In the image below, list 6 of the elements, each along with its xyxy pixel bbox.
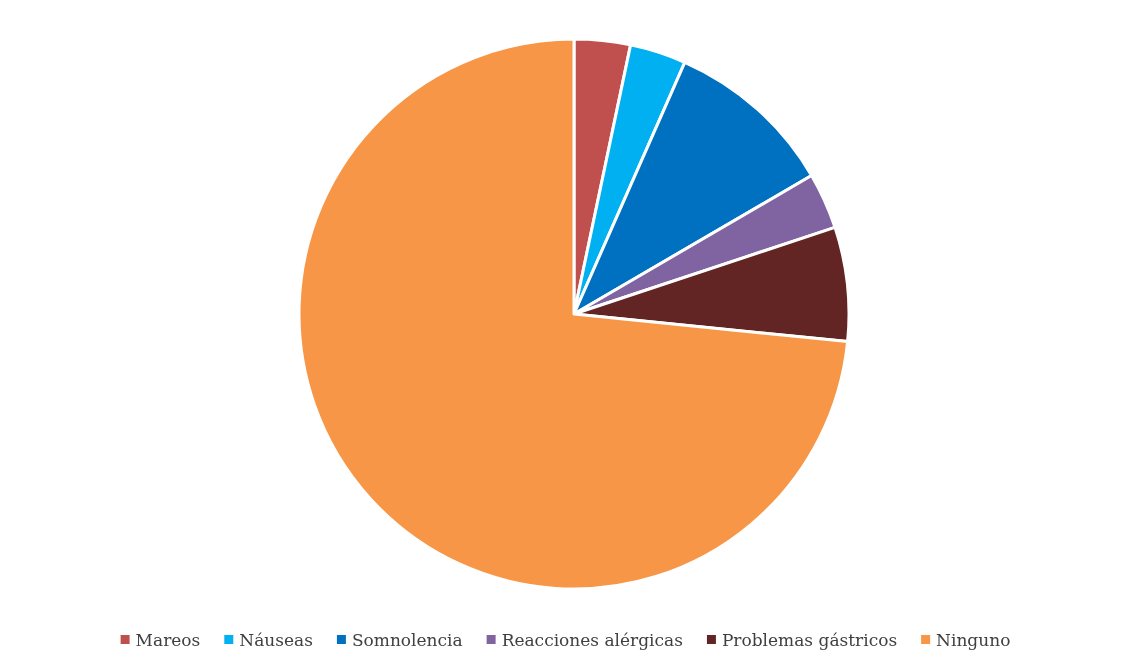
legend-label: Reacciones alérgicas xyxy=(501,629,683,650)
legend-label: Problemas gástricos xyxy=(721,629,898,650)
legend-label: Mareos xyxy=(135,629,201,650)
legend-label: Náuseas xyxy=(239,629,313,650)
legend-label: Ninguno xyxy=(936,629,1011,650)
legend-label: Somnolencia xyxy=(351,629,463,650)
